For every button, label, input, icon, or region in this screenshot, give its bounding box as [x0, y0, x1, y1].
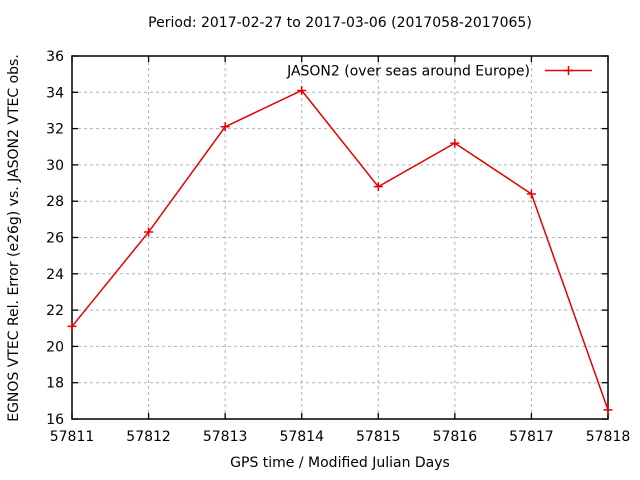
y-tick-label: 18: [46, 376, 64, 392]
y-tick-label: 16: [46, 412, 64, 428]
x-axis-label: GPS time / Modified Julian Days: [230, 455, 450, 471]
y-tick-label: 30: [46, 158, 64, 174]
x-tick-label: 57814: [279, 429, 324, 445]
x-tick-label: 57818: [586, 429, 631, 445]
x-tick-label: 57812: [126, 429, 171, 445]
y-tick-label: 32: [46, 122, 64, 138]
data-series: [67, 85, 613, 415]
x-tick-label: 57813: [203, 429, 248, 445]
data-point-marker: [67, 321, 77, 331]
legend-marker: [564, 66, 573, 75]
chart-title: Period: 2017-02-27 to 2017-03-06 (201705…: [148, 15, 532, 31]
legend-line-sample: [545, 66, 592, 75]
data-point-marker: [144, 227, 154, 237]
data-point-marker: [297, 85, 307, 95]
legend-label: JASON2 (over seas around Europe): [286, 64, 530, 80]
data-line: [71, 89, 609, 411]
y-tick-label: 20: [46, 339, 64, 355]
legend: JASON2 (over seas around Europe): [286, 64, 592, 80]
gridlines: [72, 56, 608, 419]
y-tick-label: 26: [46, 231, 64, 247]
y-tick-label: 34: [46, 85, 64, 101]
data-point-marker: [526, 189, 536, 199]
y-tick-label: 36: [46, 49, 64, 65]
data-point-marker: [603, 405, 613, 415]
y-tick-label: 28: [46, 194, 64, 210]
x-tick-label: 57816: [433, 429, 478, 445]
axis-tick-labels: 57811 57812 57813 57814 57815 57816 57817 57818…: [46, 49, 630, 445]
y-tick-label: 24: [46, 267, 64, 283]
data-point-marker: [450, 138, 460, 148]
x-tick-label: 57817: [509, 429, 554, 445]
data-point-marker: [373, 182, 383, 192]
x-tick-label: 57815: [356, 429, 401, 445]
y-tick-label: 22: [46, 303, 64, 319]
data-point-marker: [220, 122, 230, 132]
x-tick-label: 57811: [50, 429, 95, 445]
plot-frame: [71, 55, 609, 420]
